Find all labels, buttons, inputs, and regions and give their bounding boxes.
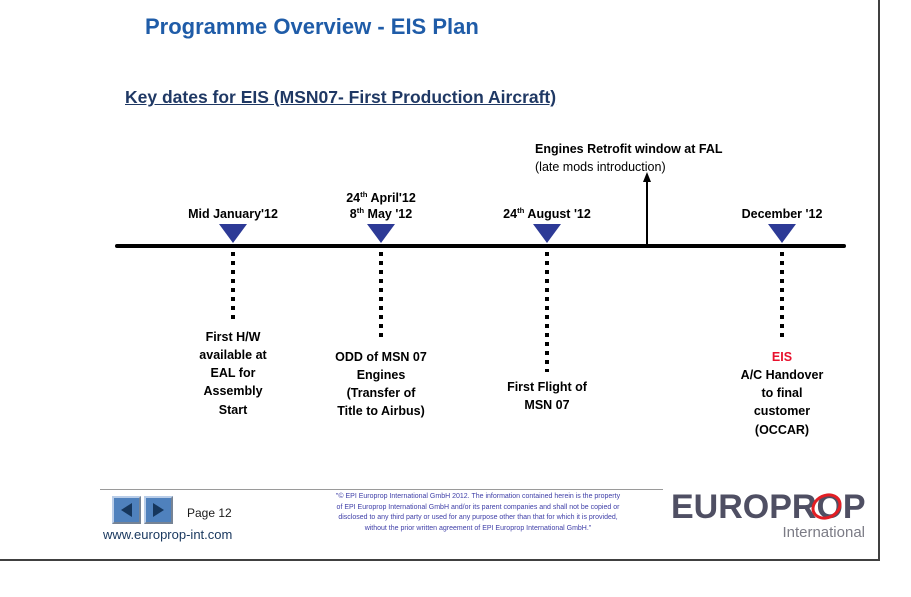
milestone-marker-icon <box>219 224 247 243</box>
arrow-line <box>646 180 648 245</box>
retrofit-title: Engines Retrofit window at FAL <box>535 142 723 156</box>
milestone-label: EIS A/C Handover to final customer (OCCAR) <box>687 348 877 439</box>
slide-title: Programme Overview - EIS Plan <box>145 14 479 39</box>
milestone-marker-icon <box>367 224 395 243</box>
milestone-marker-icon <box>768 224 796 243</box>
retrofit-annotation: Engines Retrofit window at FAL (late mod… <box>535 140 723 176</box>
right-arrow-icon <box>153 503 164 517</box>
milestone-stem <box>379 252 383 342</box>
europrop-logo-text: EUROPRO P <box>671 488 866 526</box>
milestone-stem <box>780 252 784 342</box>
retrofit-up-arrow-icon <box>643 172 651 245</box>
milestone-date: 24th April'12 8th May '12 <box>346 189 416 221</box>
milestone-date: 24th August '12 <box>503 205 591 221</box>
left-arrow-icon <box>121 503 132 517</box>
milestone-label: ODD of MSN 07 Engines (Transfer of Title to… <box>335 350 427 419</box>
prev-slide-button[interactable] <box>112 496 141 524</box>
arrow-head <box>643 172 651 182</box>
slide-navigation <box>112 496 173 524</box>
eis-highlight: EIS <box>771 350 793 364</box>
page-number: Page 12 <box>187 506 232 520</box>
europrop-logo: EUROPRO P International <box>671 488 871 541</box>
timeline-axis <box>115 244 846 248</box>
milestone-stem <box>231 252 235 322</box>
copyright-text: "© EPI Europrop International GmbH 2012.… <box>335 493 621 532</box>
retrofit-subtitle: (late mods introduction) <box>535 160 666 175</box>
milestone-date: December '12 <box>741 206 823 221</box>
milestone-stem <box>545 252 549 372</box>
footer-divider <box>100 489 663 490</box>
milestone-marker-icon <box>533 224 561 243</box>
next-slide-button[interactable] <box>144 496 173 524</box>
website-link[interactable]: www.europrop-int.com <box>103 527 233 542</box>
europrop-logo-subtext: International <box>782 523 865 541</box>
slide-boundary <box>0 0 880 561</box>
milestone-label: First H/W available at EAL for Assembly Star… <box>199 330 267 417</box>
milestone-date: Mid January'12 <box>188 206 278 221</box>
key-dates-heading: Key dates for EIS (MSN07- First Producti… <box>125 87 557 107</box>
logo-swoosh-icon <box>807 488 847 525</box>
milestone-label: First Flight of MSN 07 <box>507 380 587 413</box>
